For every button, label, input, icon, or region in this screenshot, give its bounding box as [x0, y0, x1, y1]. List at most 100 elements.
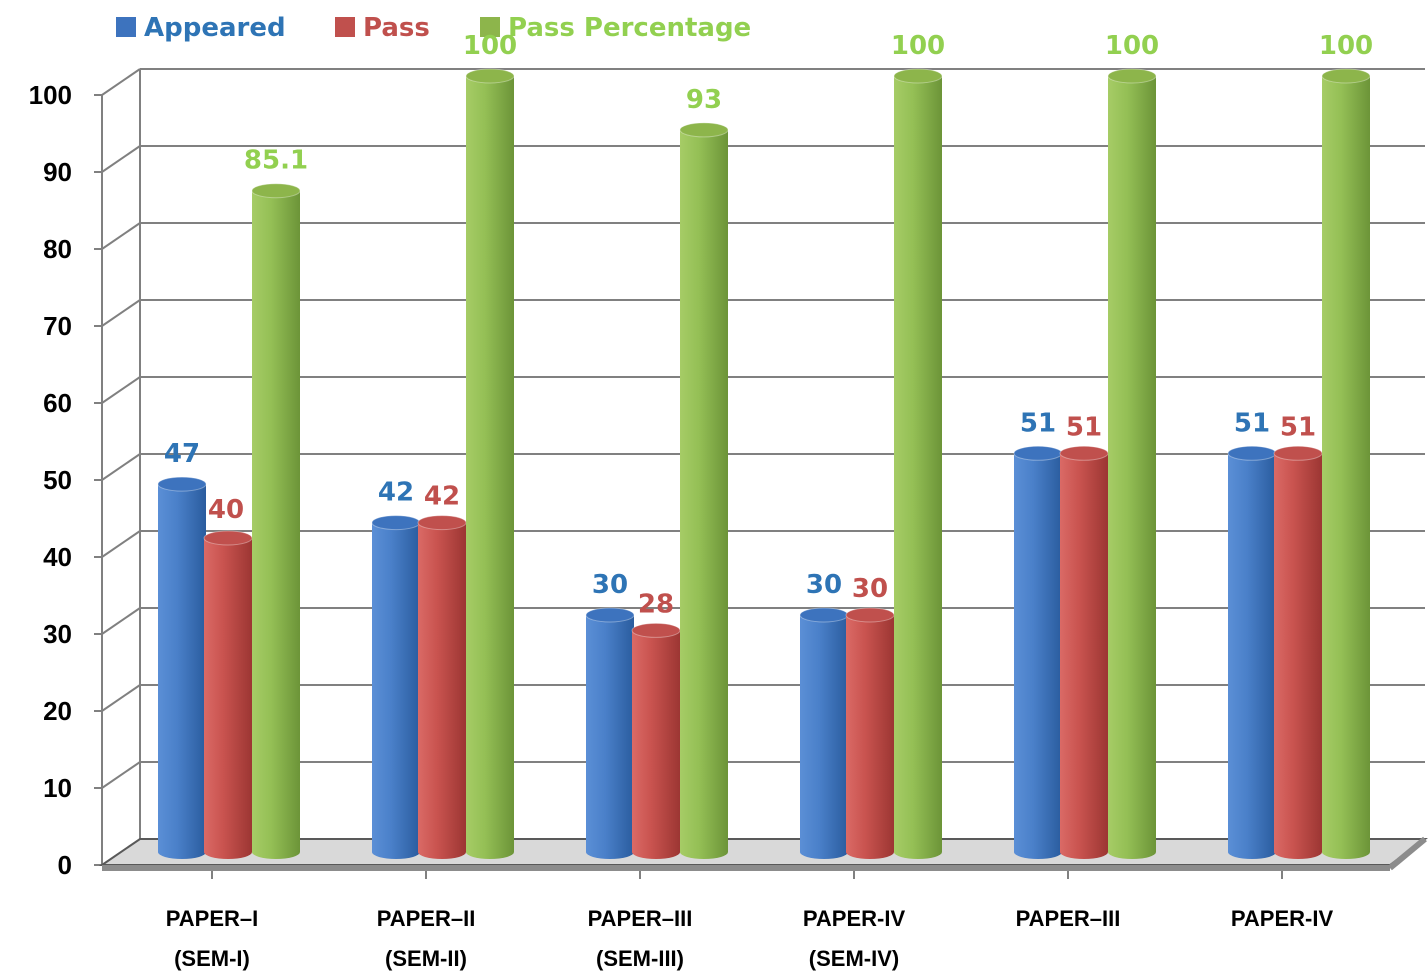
- bar-pass-4: [1059, 445, 1109, 859]
- bars: [157, 68, 1371, 860]
- gridline-depth-3: [101, 607, 141, 635]
- y-tick-label-6: 60: [43, 388, 72, 418]
- legend-swatch: [116, 17, 136, 37]
- y-tick-label-8: 80: [43, 234, 72, 264]
- data-label-0-0: 47: [164, 439, 200, 469]
- y-axis: 0 10 20 30 40 50 60 70 80 90 100: [29, 80, 103, 880]
- category-label-line-0: PAPER-IV: [1231, 906, 1334, 931]
- legend: Appeared Pass Pass Percentage: [116, 13, 751, 43]
- bar-body: [466, 76, 514, 859]
- bar-body: [252, 190, 300, 860]
- bar-pass-percentage-2: [679, 122, 729, 859]
- bar-top: [371, 515, 421, 531]
- category-5: PAPER-IV: [1231, 871, 1334, 931]
- category-0: PAPER–I (SEM-I): [166, 871, 258, 971]
- chart-floor: [98, 836, 1428, 871]
- y-tick-label-1: 10: [43, 773, 72, 803]
- gridline-depth-10: [101, 68, 141, 96]
- bar-top: [251, 183, 301, 199]
- bar-pass-3: [845, 607, 895, 859]
- data-label-2-4: 100: [1105, 31, 1159, 61]
- legend-item-0: Appeared: [116, 13, 286, 43]
- bar-body: [204, 538, 252, 859]
- legend-label: Pass: [363, 13, 430, 43]
- gridline-depth-8: [101, 222, 141, 250]
- data-label-0-4: 51: [1020, 408, 1056, 438]
- bar-body: [1060, 453, 1108, 859]
- bar-body: [1014, 453, 1062, 859]
- bar-top: [631, 622, 681, 638]
- bar-pass-5: [1273, 445, 1323, 859]
- category-label-line-0: PAPER-IV: [803, 906, 906, 931]
- bar-body: [846, 615, 894, 859]
- category-1: PAPER–II (SEM-II): [377, 871, 476, 971]
- bar-pass-percentage-5: [1321, 68, 1371, 859]
- gridline-depth-2: [101, 684, 141, 712]
- bar-top: [799, 607, 849, 623]
- bar-top: [679, 122, 729, 138]
- bar-body: [418, 522, 466, 859]
- bar-top: [417, 515, 467, 531]
- data-label-1-2: 28: [638, 589, 674, 619]
- bar-body: [1228, 453, 1276, 859]
- bar-appeared-3: [799, 607, 849, 859]
- bar-pass-percentage-0: [251, 183, 301, 860]
- legend-label: Appeared: [144, 13, 286, 43]
- bar-appeared-4: [1013, 445, 1063, 859]
- data-label-2-0: 85.1: [244, 146, 308, 176]
- data-label-2-5: 100: [1319, 31, 1373, 61]
- category-label-line-0: PAPER–III: [588, 906, 693, 931]
- category-label-line-1: (SEM-III): [596, 946, 684, 971]
- bar-top: [893, 68, 943, 84]
- category-label-line-0: PAPER–II: [377, 906, 476, 931]
- bar-body: [586, 615, 634, 859]
- bar-body: [800, 615, 848, 859]
- y-tick-label-5: 50: [43, 465, 72, 495]
- data-label-0-1: 42: [378, 478, 414, 508]
- data-label-0-3: 30: [806, 570, 842, 600]
- y-tick-label-10: 100: [29, 80, 72, 110]
- bar-top: [1273, 445, 1323, 461]
- bar-body: [680, 129, 728, 859]
- bar-body: [372, 522, 420, 859]
- bar-top: [465, 68, 515, 84]
- bar-pass-1: [417, 515, 467, 859]
- bar-pass-percentage-3: [893, 68, 943, 859]
- category-2: PAPER–III (SEM-III): [588, 871, 693, 971]
- bar-top: [845, 607, 895, 623]
- legend-label: Pass Percentage: [508, 13, 751, 43]
- y-tick-label-2: 20: [43, 696, 72, 726]
- bar-top: [1059, 445, 1109, 461]
- data-label-1-0: 40: [208, 495, 244, 525]
- bar-pass-0: [203, 530, 253, 859]
- bar-top: [1107, 68, 1157, 84]
- category-4: PAPER–III: [1016, 871, 1120, 931]
- y-tick-label-7: 70: [43, 311, 72, 341]
- legend-item-1: Pass: [335, 13, 430, 43]
- data-label-2-2: 93: [686, 85, 722, 115]
- bar-body: [1108, 76, 1156, 859]
- bar-top: [203, 530, 253, 546]
- bar-body: [1274, 453, 1322, 859]
- data-label-1-3: 30: [852, 574, 888, 604]
- gridline-depth-1: [101, 761, 141, 789]
- gridlines: [101, 68, 1425, 839]
- gridline-depth-6: [101, 376, 141, 404]
- legend-swatch: [335, 17, 355, 37]
- bar-body: [1322, 76, 1370, 859]
- data-label-2-3: 100: [891, 31, 945, 61]
- data-label-2-1: 100: [463, 31, 517, 61]
- data-label-1-5: 51: [1280, 412, 1316, 442]
- data-label-0-5: 51: [1234, 408, 1270, 438]
- bar-top: [1227, 445, 1277, 461]
- bar-body: [158, 484, 206, 859]
- y-tick-label-3: 30: [43, 619, 72, 649]
- data-label-1-4: 51: [1066, 412, 1102, 442]
- bar-pass-percentage-4: [1107, 68, 1157, 859]
- legend-swatch: [480, 17, 500, 37]
- bar-body: [894, 76, 942, 859]
- floor-side-edge: [1388, 836, 1427, 871]
- gridline-depth-7: [101, 299, 141, 327]
- y-tick-label-9: 90: [43, 157, 72, 187]
